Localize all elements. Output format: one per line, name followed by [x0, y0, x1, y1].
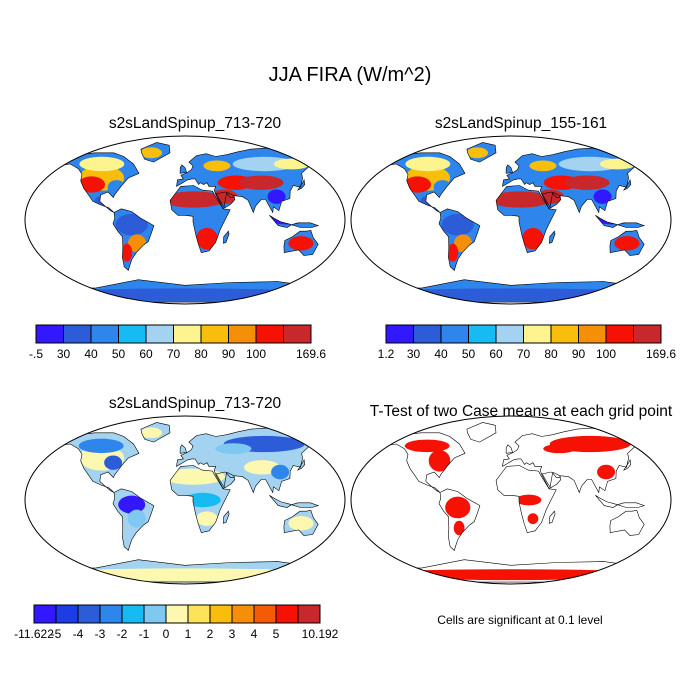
colorbar-box: [99, 604, 123, 624]
colorbar-tick-label: -.5: [29, 347, 43, 361]
colorbar-box: [440, 324, 469, 344]
colorbar-box: [231, 604, 255, 624]
colorbar-box: [495, 324, 524, 344]
colorbar-tick-label: 4: [251, 627, 258, 641]
colorbar-box: [523, 324, 552, 344]
main-title: JJA FIRA (W/m^2): [268, 64, 432, 86]
colorbar-box: [468, 324, 497, 344]
colorbar-tick-label: 70: [517, 347, 531, 361]
colorbar-box: [63, 324, 92, 344]
colorbar-3: -11.622-5 -4 -3 -2 -1 0 1 2 3 4 5 10.192: [14, 604, 339, 641]
map-panel-3: [24, 415, 346, 585]
colorbar-box: [187, 604, 211, 624]
colorbar-tick-label: 100: [246, 347, 266, 361]
colorbar-box: [255, 324, 284, 344]
colorbar-tick-label: 40: [434, 347, 448, 361]
colorbar-box: [605, 324, 634, 344]
colorbar-tick-label: 1: [185, 627, 192, 641]
colorbar-box: [228, 324, 257, 344]
colorbar-tick-label: 90: [572, 347, 586, 361]
colorbar-box: [550, 324, 579, 344]
colorbar-box: [200, 324, 229, 344]
colorbar-box: [209, 604, 233, 624]
colorbar-box: [90, 324, 119, 344]
colorbar-box: [77, 604, 101, 624]
colorbar-tick-label: 0: [163, 627, 170, 641]
colorbar-box: [253, 604, 277, 624]
colorbar-tick-label: 100: [596, 347, 616, 361]
colorbar-box: [633, 324, 662, 344]
colorbar-tick-label: 30: [407, 347, 421, 361]
colorbar-tick-label: 1.2: [378, 347, 395, 361]
colorbar-tick-label: 60: [489, 347, 503, 361]
colorbar-tick-label: 60: [139, 347, 153, 361]
colorbar-tick-label: 50: [462, 347, 476, 361]
colorbar-box: [283, 324, 312, 344]
colorbar-box: [118, 324, 147, 344]
colorbar-box: [173, 324, 202, 344]
colorbar-box: [413, 324, 442, 344]
colorbar-tick-label: 169.6: [296, 347, 326, 361]
colorbar-tick-label: 169.6: [646, 347, 676, 361]
colorbar-tick-label: 3: [229, 627, 236, 641]
colorbar-tick-label: -5: [51, 627, 62, 641]
significance-note: Cells are significant at 0.1 level: [437, 613, 603, 627]
colorbar-box: [297, 604, 321, 624]
colorbar-tick-label: 70: [167, 347, 181, 361]
colorbar-tick-label: 30: [57, 347, 71, 361]
colorbar-tick-label: 90: [222, 347, 236, 361]
colorbar-box: [385, 324, 414, 344]
colorbar-tick-label: 10.192: [302, 627, 339, 641]
colorbar-box: [275, 604, 299, 624]
colorbar-tick-label: -3: [95, 627, 106, 641]
colorbar-box: [165, 604, 189, 624]
colorbar-box: [55, 604, 79, 624]
colorbar-tick-label: 40: [84, 347, 98, 361]
colorbar-tick-label: -2: [117, 627, 128, 641]
colorbar-tick-label: -11.622: [14, 627, 54, 641]
colorbar-1: -.5 30 40 50 60 70 80 90 100 169.6: [29, 324, 326, 361]
colorbar-tick-label: 80: [544, 347, 558, 361]
colorbar-box: [33, 604, 57, 624]
colorbar-tick-label: -1: [139, 627, 150, 641]
colorbar-tick-label: 5: [273, 627, 280, 641]
panel-1-title-line1: s2sLandSpinup_713-720: [108, 115, 282, 132]
colorbar-box: [35, 324, 64, 344]
colorbar-tick-label: 80: [194, 347, 208, 361]
map-panel-4: [350, 415, 672, 585]
panel-2-title-line1: s2sLandSpinup_155-161: [434, 115, 608, 132]
colorbar-tick-label: 50: [112, 347, 126, 361]
map-panel-2: [350, 135, 672, 305]
panel-3-title-line1: s2sLandSpinup_713-720: [108, 395, 282, 412]
colorbar-tick-label: 2: [207, 627, 214, 641]
colorbar-box: [143, 604, 167, 624]
colorbar-box: [578, 324, 607, 344]
colorbar-box: [145, 324, 174, 344]
colorbar-tick-label: -4: [73, 627, 84, 641]
colorbar-box: [121, 604, 145, 624]
map-panel-1: [24, 135, 346, 305]
colorbar-2: 1.2 30 40 50 60 70 80 90 100 169.6: [378, 324, 676, 361]
